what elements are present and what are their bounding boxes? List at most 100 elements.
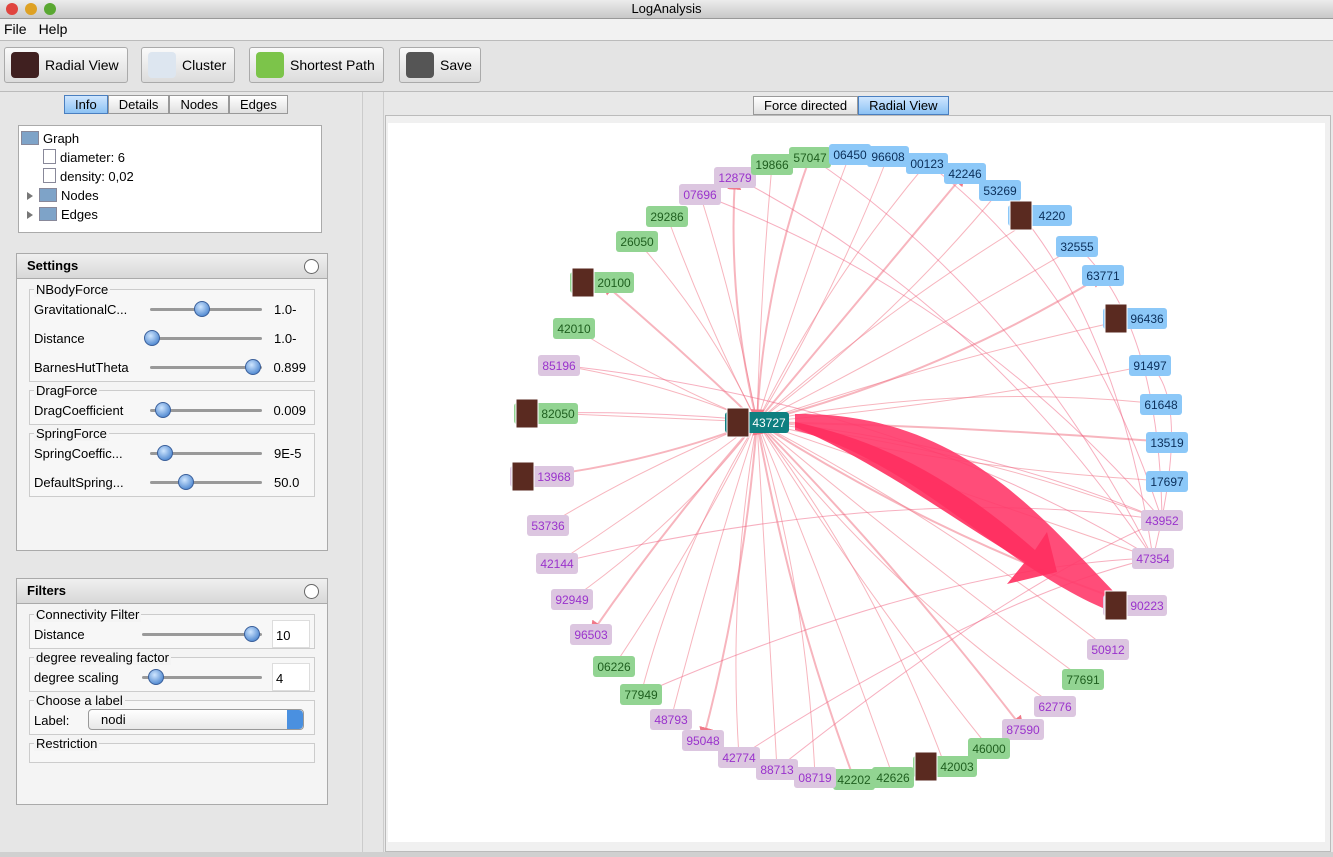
node[interactable]: 06450 — [829, 144, 871, 165]
node[interactable]: 96608 — [867, 146, 909, 167]
tab[interactable]: Info — [64, 95, 108, 114]
node[interactable]: 50912 — [1087, 639, 1129, 660]
tree-row[interactable]: diameter: 6 — [43, 149, 125, 168]
tab[interactable]: Nodes — [169, 95, 230, 114]
slider-track — [150, 337, 262, 340]
node[interactable]: 06226 — [593, 656, 635, 677]
node[interactable]: 85196 — [538, 355, 580, 376]
node[interactable]: 88713 — [756, 759, 798, 780]
zoom-button[interactable] — [44, 3, 56, 15]
node-label: 63771 — [1086, 269, 1120, 283]
node[interactable]: 13519 — [1146, 432, 1188, 453]
node[interactable]: 12879 — [714, 167, 756, 188]
edge — [666, 215, 758, 423]
node-label: 47354 — [1136, 552, 1170, 566]
node-label: 26050 — [620, 235, 654, 249]
tree-row[interactable]: density: 0,02 — [43, 168, 134, 187]
node[interactable]: 13968 — [510, 461, 574, 492]
slider-thumb[interactable] — [244, 359, 261, 375]
node[interactable]: 96503 — [570, 624, 612, 645]
node[interactable]: 42246 — [944, 163, 986, 184]
edge — [738, 556, 1154, 758]
node[interactable]: 42774 — [718, 747, 760, 768]
slider-thumb[interactable] — [194, 301, 211, 317]
value-field[interactable]: 4 — [272, 663, 310, 691]
node[interactable]: 53736 — [527, 515, 569, 536]
node[interactable]: 4220 — [1008, 200, 1072, 231]
node-image — [1009, 200, 1033, 231]
node[interactable]: 90223 — [1103, 590, 1167, 621]
node-box — [867, 146, 909, 167]
node[interactable]: 48793 — [650, 709, 692, 730]
menu-item[interactable]: Help — [38, 21, 68, 37]
node[interactable]: 62776 — [1034, 696, 1076, 717]
tab[interactable]: Edges — [229, 95, 288, 114]
node[interactable]: 57047 — [789, 147, 831, 168]
minimize-button[interactable] — [25, 3, 37, 15]
collapse-button[interactable] — [304, 259, 319, 274]
toolbar-button[interactable]: Save — [399, 47, 481, 83]
node[interactable]: 82050 — [514, 398, 578, 429]
node[interactable]: 96436 — [1103, 303, 1167, 334]
node[interactable]: 53269 — [979, 180, 1021, 201]
node[interactable]: 47354 — [1132, 548, 1174, 569]
dropdown-arrow — [287, 710, 303, 729]
node[interactable]: 19866 — [751, 154, 793, 175]
node[interactable]: 42202 — [833, 769, 875, 790]
slider-thumb[interactable] — [144, 330, 160, 346]
node[interactable]: 63771 — [1082, 265, 1124, 286]
slider-thumb[interactable] — [244, 626, 260, 642]
value-field[interactable]: 10 — [272, 620, 310, 648]
slider-thumb[interactable] — [155, 402, 172, 418]
tree-label: Graph — [43, 131, 80, 146]
node[interactable]: 92949 — [551, 589, 593, 610]
tree-row[interactable]: Edges — [27, 206, 98, 225]
label-dropdown[interactable]: nodi — [88, 709, 304, 730]
tab[interactable]: Radial View — [858, 96, 949, 115]
slider-thumb[interactable] — [148, 669, 164, 685]
node[interactable]: 87590 — [1002, 719, 1044, 740]
node-box — [979, 180, 1021, 201]
slider-thumb[interactable] — [177, 474, 194, 490]
tab[interactable]: Force directed — [753, 96, 859, 115]
node[interactable]: 91497 — [1129, 355, 1171, 376]
node[interactable]: 46000 — [968, 738, 1010, 759]
tree-row[interactable]: Nodes — [27, 187, 99, 206]
node[interactable]: 08719 — [794, 767, 836, 788]
node[interactable]: 43727 — [725, 407, 789, 438]
node-label: 00123 — [910, 157, 944, 171]
node[interactable]: 29286 — [646, 206, 688, 227]
close-button[interactable] — [6, 3, 18, 15]
toolbar-button[interactable]: Radial View — [4, 47, 128, 83]
node-label: 42774 — [722, 751, 756, 765]
node[interactable]: 43952 — [1141, 510, 1183, 531]
node[interactable]: 42144 — [536, 553, 578, 574]
node[interactable]: 20100 — [570, 267, 634, 298]
edge — [756, 155, 889, 423]
toolbar-button[interactable]: Shortest Path — [249, 47, 384, 83]
node[interactable]: 17697 — [1146, 471, 1188, 492]
node[interactable]: 42626 — [872, 767, 914, 788]
slider-track — [150, 409, 262, 412]
node[interactable]: 42003 — [913, 751, 977, 782]
node[interactable]: 07696 — [679, 184, 721, 205]
tree-row[interactable]: Graph — [21, 130, 79, 149]
node[interactable]: 77949 — [620, 684, 662, 705]
node[interactable]: 32555 — [1056, 236, 1098, 257]
node-box — [538, 355, 580, 376]
toolbar-button[interactable]: Cluster — [141, 47, 236, 83]
node[interactable]: 95048 — [682, 730, 724, 751]
node-label: 43727 — [752, 416, 786, 430]
slider-thumb[interactable] — [157, 445, 174, 461]
node[interactable]: 26050 — [616, 231, 658, 252]
node-label: 96608 — [871, 150, 905, 164]
tab[interactable]: Details — [107, 95, 170, 114]
node[interactable]: 00123 — [906, 153, 948, 174]
node[interactable]: 42010 — [553, 318, 595, 339]
splitter[interactable] — [362, 92, 384, 852]
menu-item[interactable]: File — [4, 21, 27, 37]
collapse-button[interactable] — [304, 584, 319, 599]
node[interactable]: 61648 — [1140, 394, 1182, 415]
node[interactable]: 77691 — [1062, 669, 1104, 690]
